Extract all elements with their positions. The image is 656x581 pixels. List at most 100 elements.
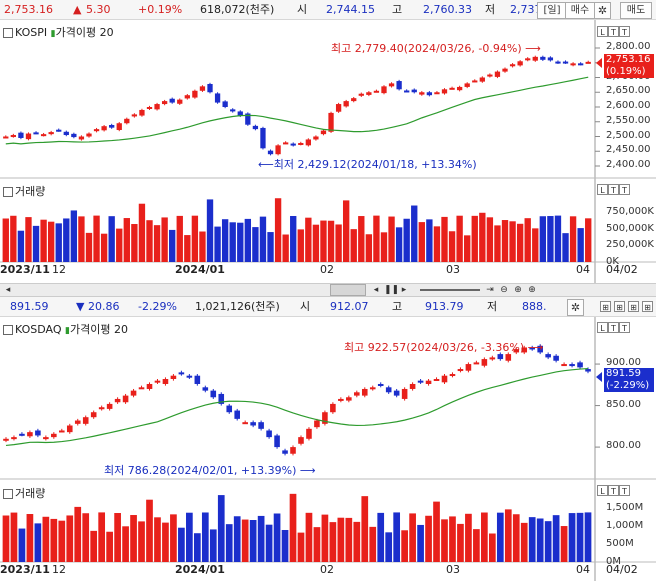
volume-bar [122,526,129,562]
kospi-price-tag-value: 2,753.16 [606,54,651,65]
buy-button[interactable]: 매수 [565,2,595,19]
volume-bar [501,220,509,262]
kospi-volume: 618,072(천주) [200,3,275,16]
kosdaq-volume-toggle-icon[interactable] [3,489,13,499]
candle [169,97,175,104]
zoom-slider[interactable] [420,289,480,291]
kosdaq-low-annotation-text: 최저 786.28(2024/02/01, +13.39%) [104,464,297,477]
candle [245,112,251,126]
kosdaq-high-annotation: 최고 922.57(2024/03/26, -3.36%) ⟶ [344,341,544,354]
kosdaq-low-label: 저 [487,300,498,313]
scroll-left-icon[interactable]: ◂ [5,285,11,295]
kosdaq-low: 888. [522,300,547,313]
candle [532,55,538,62]
y-tick-label: 2,550.00 [606,114,651,126]
candle [547,56,554,62]
kosdaq-ctrl-3[interactable]: ⊞ [628,301,639,312]
kosdaq-chart [0,317,656,581]
kosdaq-scale-l-button[interactable]: L [597,322,608,333]
volume-bar [40,219,47,262]
volume-bar [377,512,385,562]
kospi-date-right: 04/02 [606,263,638,276]
kosdaq-ctrl-4[interactable]: ⊞ [642,301,653,312]
chart-scroll-bar[interactable]: ◂ ◂ ❚❚ ▸ ⇥ ⊖ ⊕ ⊕ [0,283,656,297]
chart-toggle-icon[interactable] [3,28,13,38]
pause-icon[interactable]: ❚❚ [384,285,400,295]
volume-bar [512,514,520,562]
candle [502,67,508,73]
sell-button[interactable]: 매도 [620,2,652,19]
candle [56,128,62,132]
volume-bar [547,216,554,262]
volume-bar [58,520,66,562]
volume-bar [297,229,304,262]
kosdaq-scale-r-button[interactable]: T [619,322,630,333]
kospi-date-2023-11: 2023/11 [0,263,50,276]
candle [266,428,272,439]
candle [66,423,73,434]
volume-bar [426,219,433,262]
scale-r-button[interactable]: T [619,26,630,37]
volume-bar [481,512,488,562]
kosdaq-ctrl-1[interactable]: ⊞ [600,301,611,312]
volume-bar [388,216,395,262]
volume-bar [509,221,516,262]
candle [25,132,32,141]
scroll-thumb[interactable] [330,284,366,296]
vol-scale-r-button[interactable]: T [619,184,630,195]
zoom-in-icon[interactable]: ⊕ [514,285,522,295]
candle [361,387,368,398]
volume-bar [290,215,297,262]
candle [250,420,256,428]
candle [330,402,336,414]
volume-bar [418,222,425,262]
volume-bar [465,513,472,562]
play-icon[interactable]: ▸ [401,285,407,295]
candle [545,352,551,360]
vol-scale-l-button[interactable]: L [597,184,608,195]
volume-bar [221,219,229,262]
kosdaq-vol-scale-l-button[interactable]: L [597,485,608,496]
volume-bar [209,529,217,562]
candle [11,435,17,441]
candle [3,135,9,139]
kosdaq-vol-scale-tt-button[interactable]: T [608,485,619,496]
kosdaq-scale-tt-button[interactable]: T [608,322,619,333]
volume-bar [576,512,584,562]
volume-tick-label: 0M [606,556,621,567]
volume-toggle-icon[interactable] [3,187,13,197]
candle [218,392,225,406]
kosdaq-toggle-icon[interactable] [3,325,13,335]
kosdaq-title-text: KOSDAQ [15,323,62,336]
kosdaq-vol-scale-r-button[interactable]: T [619,485,630,496]
kosdaq-gear-icon[interactable]: ✲ [567,299,584,316]
volume-bar [10,215,17,262]
kosdaq-ctrl-2[interactable]: ⊞ [614,301,625,312]
volume-bar [433,226,441,262]
volume-bar [471,215,478,262]
volume-bar [74,506,82,562]
kospi-price-tag-pct: (0.19%) [606,66,646,77]
volume-bar [146,220,153,262]
scroll-prev-icon[interactable]: ◂ [373,285,379,295]
candle [521,345,528,355]
volume-bar [441,519,448,562]
scale-l-button[interactable]: L [597,26,608,37]
kosdaq-high-label: 고 [392,300,403,313]
volume-bar [365,234,373,262]
candle [186,374,193,380]
candle [464,82,470,89]
candle [282,448,288,456]
period-button[interactable]: [일] [537,2,567,19]
end-icon[interactable]: ⇥ [486,285,494,295]
gear-icon[interactable]: ✲ [594,2,611,19]
zoom-fit-icon[interactable]: ⊕ [528,285,536,295]
zoom-out-icon[interactable]: ⊖ [500,285,508,295]
volume-bar [184,235,191,262]
volume-bar [409,513,416,562]
scale-tt-button[interactable]: T [608,26,619,37]
kospi-high-label: 고 [392,3,403,16]
candle [555,60,561,64]
vol-scale-tt-button[interactable]: T [608,184,619,195]
volume-bar [214,226,221,262]
